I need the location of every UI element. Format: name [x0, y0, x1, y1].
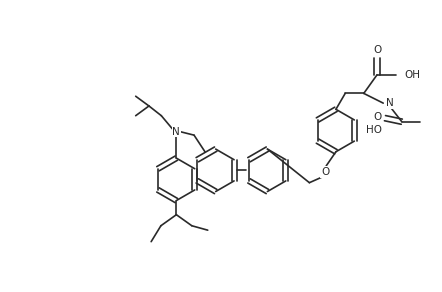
Text: N: N [386, 98, 394, 108]
Text: O: O [321, 167, 329, 177]
Text: O: O [373, 45, 381, 55]
Text: N: N [172, 127, 180, 137]
Text: HO: HO [366, 125, 382, 135]
Text: OH: OH [405, 70, 421, 80]
Text: O: O [373, 112, 381, 122]
